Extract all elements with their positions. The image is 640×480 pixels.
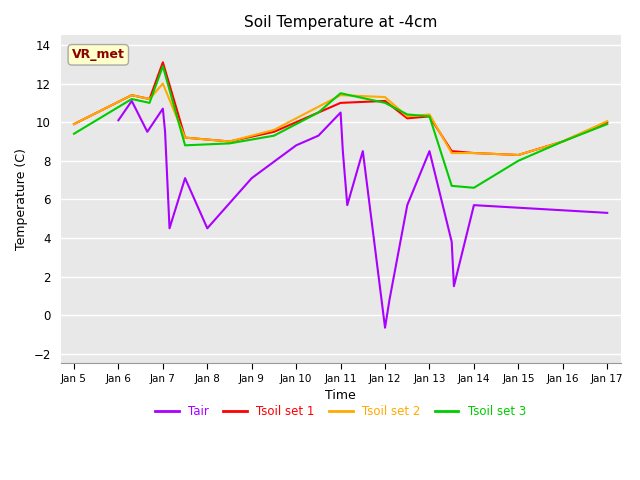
Title: Soil Temperature at -4cm: Soil Temperature at -4cm: [244, 15, 437, 30]
Y-axis label: Temperature (C): Temperature (C): [15, 148, 28, 250]
Text: VR_met: VR_met: [72, 48, 125, 61]
Legend: Tair, Tsoil set 1, Tsoil set 2, Tsoil set 3: Tair, Tsoil set 1, Tsoil set 2, Tsoil se…: [150, 401, 531, 423]
X-axis label: Time: Time: [325, 389, 356, 402]
